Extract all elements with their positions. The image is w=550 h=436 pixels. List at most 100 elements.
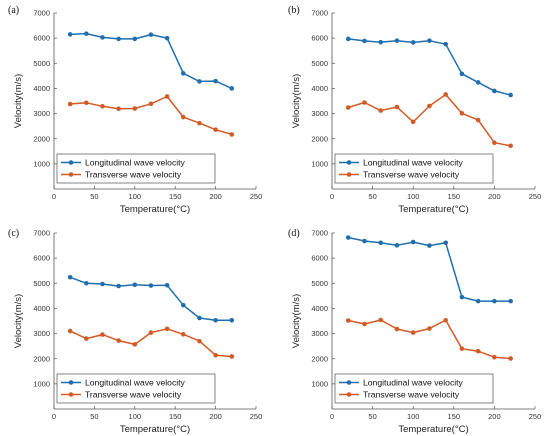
legend-swatch-marker: [68, 392, 74, 397]
y-axis-title: Velocity(m/s): [13, 74, 24, 128]
y-tick-label: 7000: [33, 229, 50, 238]
data-point: [475, 117, 481, 123]
legend: Longitudinal wave velocity Transverse wav…: [334, 153, 494, 184]
legend: Longitudinal wave velocity Transverse wav…: [334, 373, 494, 404]
legend-swatch-marker: [68, 160, 74, 165]
data-point: [459, 346, 465, 351]
data-point: [459, 111, 465, 116]
panel-label: (a): [8, 5, 19, 16]
x-tick-label: 100: [129, 412, 142, 421]
legend-label: Transverse wave velocity: [363, 170, 460, 180]
data-point: [410, 119, 416, 125]
legend-label: Longitudinal wave velocity: [85, 378, 186, 388]
legend-swatch-marker: [68, 380, 74, 385]
x-tick-label: 50: [90, 412, 98, 421]
data-point: [508, 143, 513, 149]
data-point: [229, 86, 235, 91]
x-tick-label: 150: [448, 192, 461, 201]
x-tick-label: 100: [129, 192, 142, 201]
legend-box: [56, 153, 216, 184]
x-tick-label: 0: [52, 412, 56, 421]
data-point: [410, 40, 416, 45]
data-point: [229, 354, 235, 359]
y-tick-label: 1000: [311, 159, 328, 168]
legend-label: Transverse wave velocity: [85, 170, 182, 180]
data-point: [148, 32, 154, 37]
y-tick-label: 1000: [33, 159, 50, 168]
data-point: [410, 330, 416, 335]
series-line-1: [70, 32, 233, 90]
y-tick-label: 5000: [33, 59, 50, 68]
data-point: [180, 302, 186, 308]
series-line-2: [348, 319, 511, 360]
data-point: [197, 315, 202, 321]
data-point: [492, 354, 497, 360]
y-tick-label: 3000: [33, 329, 50, 338]
data-point: [67, 328, 73, 334]
data-point: [492, 298, 497, 304]
data-point: [197, 338, 202, 344]
data-point: [362, 321, 367, 327]
legend-swatch-marker: [346, 380, 352, 385]
data-point: [427, 103, 432, 109]
x-tick-label: 0: [330, 192, 334, 201]
data-point: [378, 39, 384, 45]
legend: Longitudinal wave velocity Transverse wav…: [56, 373, 216, 404]
data-point: [213, 352, 218, 358]
x-tick-label: 150: [169, 192, 182, 201]
y-tick-label: 5000: [33, 279, 50, 288]
data-point: [213, 317, 218, 323]
data-point: [508, 92, 513, 98]
chart-panel-1: 1000 2000 3000 4000 5000 6000 7000 0 50 100 150 200…: [8, 5, 262, 215]
chart-panel-4: 1000 2000 3000 4000 5000 6000 7000 0 50 100 150 200…: [288, 228, 541, 435]
legend-label: Longitudinal wave velocity: [85, 158, 186, 168]
data-point: [345, 36, 351, 42]
data-point: [164, 35, 170, 41]
data-point: [459, 71, 465, 77]
data-point: [164, 326, 170, 332]
data-point: [148, 330, 154, 335]
x-tick-label: 250: [250, 192, 263, 201]
data-point: [148, 101, 154, 107]
x-tick-label: 50: [90, 192, 98, 201]
y-tick-label: 4000: [311, 84, 328, 93]
y-tick-label: 4000: [33, 304, 50, 313]
data-point: [229, 317, 235, 323]
x-tick-label: 250: [250, 412, 263, 421]
data-point: [378, 317, 384, 323]
chart-panel-3: 1000 2000 3000 4000 5000 6000 7000 0 50 100 150 200…: [8, 228, 262, 435]
x-axis-title: Temperature(°C): [120, 424, 190, 435]
data-point: [197, 120, 202, 126]
y-tick-label: 1000: [311, 379, 328, 388]
data-point: [362, 100, 367, 105]
data-point: [394, 38, 400, 43]
x-tick-label: 200: [209, 412, 222, 421]
data-point: [132, 106, 138, 111]
y-tick-label: 2000: [33, 354, 50, 363]
data-point: [84, 336, 89, 341]
data-point: [180, 332, 186, 337]
x-tick-label: 200: [209, 192, 222, 201]
panel-label: (d): [288, 228, 300, 239]
x-tick-label: 0: [52, 192, 56, 201]
x-tick-label: 0: [330, 412, 334, 421]
x-tick-label: 100: [407, 192, 420, 201]
x-tick-label: 50: [368, 192, 376, 201]
data-point: [197, 79, 202, 84]
data-point: [427, 243, 432, 248]
data-point: [148, 283, 154, 288]
data-point: [84, 31, 89, 36]
y-tick-label: 4000: [311, 304, 328, 313]
series-line-1: [348, 38, 511, 96]
panel-label: (b): [288, 5, 300, 16]
legend-label: Longitudinal wave velocity: [363, 158, 464, 168]
x-tick-label: 250: [529, 192, 542, 201]
x-axis-title: Temperature(°C): [120, 204, 190, 215]
data-point: [394, 243, 400, 248]
data-point: [213, 78, 218, 84]
data-point: [116, 338, 121, 343]
data-point: [378, 240, 384, 246]
data-point: [508, 298, 513, 304]
data-point: [116, 283, 121, 289]
